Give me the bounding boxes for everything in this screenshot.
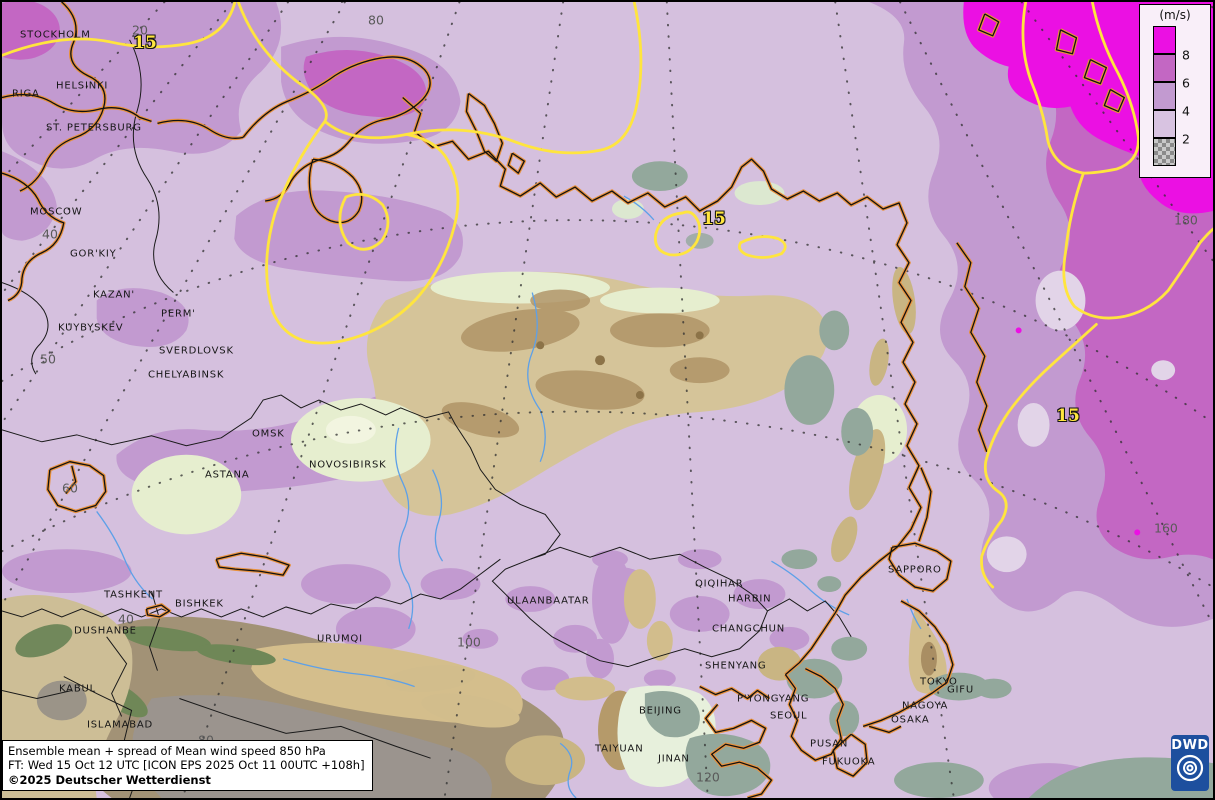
city-label: KAZAN'	[93, 289, 135, 301]
city-label: OSAKA	[891, 714, 930, 726]
info-title: Ensemble mean + spread of Mean wind spee…	[8, 743, 326, 758]
dwd-spiral-icon	[1176, 754, 1204, 782]
contour-label: 15	[702, 209, 726, 229]
graticule-label: 60	[62, 480, 78, 496]
city-label: SHENYANG	[705, 660, 767, 672]
legend-tick: 6	[1182, 75, 1190, 91]
city-label: ASTANA	[205, 469, 250, 481]
map-info-box: Ensemble mean + spread of Mean wind spee…	[2, 739, 373, 791]
city-label: URUMQI	[317, 633, 363, 645]
graticule-label: 40	[42, 226, 58, 242]
graticule-label: 160	[1154, 520, 1178, 536]
city-label: CHANGCHUN	[712, 623, 786, 635]
city-label: KUYBYSKEV	[58, 322, 124, 334]
wind-speed-legend: (m/s) 8 6 4 2	[1139, 4, 1211, 178]
city-label: BISHKEK	[175, 598, 224, 610]
info-copyright: ©2025 Deutscher Wetterdienst	[8, 772, 211, 787]
city-label: SEOUL	[770, 710, 808, 722]
city-label: TOKYO	[920, 676, 958, 688]
city-label: HELSINKI	[56, 80, 109, 92]
legend-tick: 2	[1182, 131, 1190, 147]
city-label: BEIJING	[639, 705, 682, 717]
city-label: PUSAN	[810, 738, 849, 750]
legend-swatch-below-2	[1153, 138, 1176, 166]
city-label: ST. PETERSBURG	[46, 122, 142, 134]
legend-tick: 4	[1182, 103, 1190, 119]
city-label: GOR'KIY	[70, 248, 117, 260]
city-label: MOSCOW	[30, 206, 83, 218]
legend-swatch-4-6	[1153, 82, 1176, 110]
contour-line-layer	[2, 2, 1213, 589]
legend-swatch-2-4	[1153, 110, 1176, 138]
graticule-label: 180	[1174, 212, 1198, 228]
city-label: TASHKENT	[104, 589, 163, 601]
city-label: JINAN	[658, 753, 690, 765]
legend-swatch-6-8	[1153, 54, 1176, 82]
graticule-label: 20	[132, 22, 148, 38]
legend-tick: 8	[1182, 47, 1190, 63]
city-label: RIGA	[12, 88, 40, 100]
graticule-label: 120	[696, 769, 720, 785]
city-label: PERM'	[161, 308, 196, 320]
city-label: P'YONGYANG	[737, 693, 810, 705]
graticule-label: 80	[368, 12, 384, 28]
city-label: NOVOSIBIRSK	[309, 459, 387, 471]
legend-unit-label: (m/s)	[1159, 8, 1191, 22]
city-label: NAGOYA	[902, 700, 949, 712]
city-label: SVERDLOVSK	[159, 345, 234, 357]
graticule-label: 100	[457, 634, 481, 650]
city-label: ISLAMABAD	[87, 719, 154, 731]
city-label: HARBIN	[728, 593, 772, 605]
city-label: STOCKHOLM	[20, 29, 91, 41]
info-forecast-time: FT: Wed 15 Oct 12 UTC [ICON EPS 2025 Oct…	[8, 758, 365, 772]
city-label: SAPPORO	[888, 564, 942, 576]
contour-label: 15	[1056, 406, 1080, 426]
city-label: QIQIHAR	[695, 578, 744, 590]
city-label: TAIYUAN	[595, 743, 644, 755]
city-label: DUSHANBE	[74, 625, 137, 637]
city-label: CHELYABINSK	[148, 369, 225, 381]
legend-swatch-above-8	[1153, 26, 1176, 54]
city-label: KABUL	[59, 683, 96, 695]
city-label: ULAANBAATAR	[507, 595, 590, 607]
graticule-label: 50	[40, 351, 56, 367]
city-label: GIFU	[947, 684, 974, 696]
dwd-logo: DWD	[1171, 735, 1209, 791]
sea-layer	[631, 161, 1213, 798]
graticule-label: 40	[118, 611, 134, 627]
dwd-logo-text: DWD	[1171, 738, 1209, 753]
city-label: OMSK	[252, 428, 285, 440]
city-label: FUKUOKA	[822, 756, 876, 768]
country-border-layer	[2, 39, 852, 798]
contour-label: 15	[133, 33, 157, 53]
